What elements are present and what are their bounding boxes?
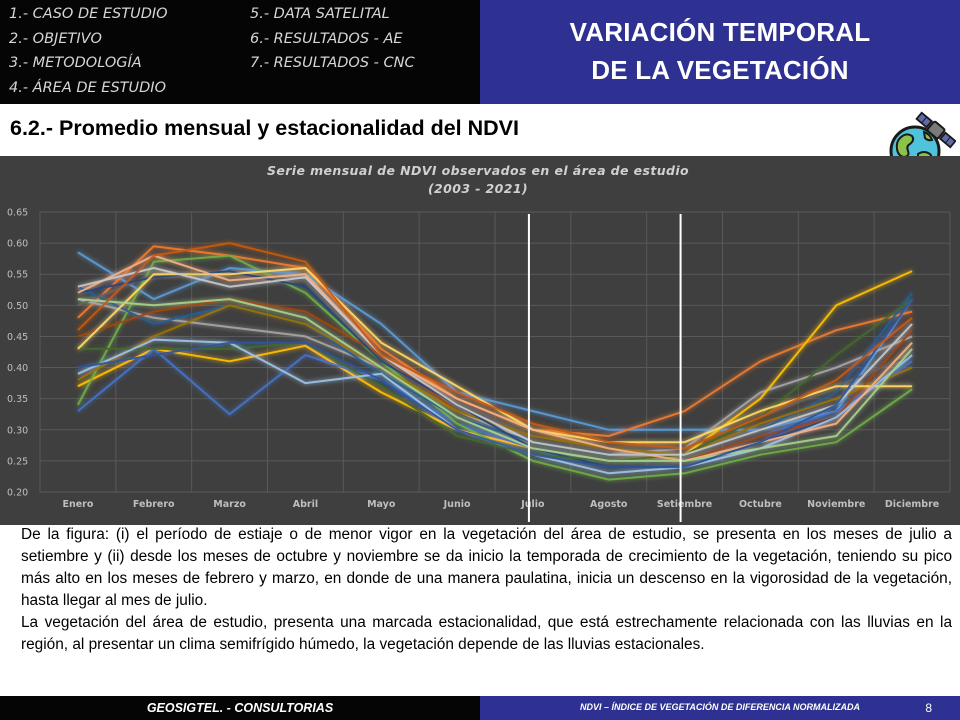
footer-right: NDVI – ÍNDICE DE VEGETACIÓN DE DIFERENCI… (480, 696, 960, 720)
header-title-panel: VARIACIÓN TEMPORAL DE LA VEGETACIÓN (480, 0, 960, 104)
footer-left: GEOSIGTEL. - CONSULTORIAS (0, 696, 480, 720)
x-tick-label: Mayo (367, 499, 396, 510)
footer-company: GEOSIGTEL. - CONSULTORIAS (146, 701, 334, 715)
x-tick-label: Diciembre (885, 499, 939, 510)
y-tick-label: 0.60 (7, 239, 28, 250)
y-tick-label: 0.30 (7, 425, 28, 436)
y-tick-label: 0.55 (7, 270, 28, 281)
series-line (77, 285, 913, 456)
ndvi-chart: Serie mensual de NDVI observados en el á… (0, 156, 960, 525)
series-line (77, 298, 913, 462)
period-markers (527, 214, 682, 522)
x-tick-label: Abril (293, 499, 318, 510)
y-tick-label: 0.20 (7, 488, 28, 499)
header-navigation: 1.- CASO DE ESTUDIO 2.- OBJETIVO 3.- MET… (0, 0, 480, 104)
chart-series (77, 242, 913, 481)
nav-item-metodologia[interactable]: 3.- METODOLOGÍA (9, 55, 142, 71)
nav-item-area-de-estudio[interactable]: 4.- ÁREA DE ESTUDIO (9, 80, 166, 96)
nav-item-caso-de-estudio[interactable]: 1.- CASO DE ESTUDIO (9, 6, 168, 22)
x-axis-ticks: Enero Febrero Marzo Abril Mayo Junio Julio Agos… (62, 499, 939, 510)
x-tick-label: Marzo (213, 499, 246, 510)
series-line (77, 242, 913, 450)
series-line (77, 267, 913, 456)
description-text: De la figura: (i) el período de estiaje … (21, 524, 952, 656)
x-tick-label: Febrero (133, 499, 175, 510)
y-tick-label: 0.25 (7, 456, 28, 467)
nav-item-resultados-cnc[interactable]: 7.- RESULTADOS - CNC (250, 55, 415, 71)
x-tick-label: Agosto (590, 499, 628, 510)
y-tick-label: 0.65 (7, 208, 28, 219)
x-tick-label: Octubre (739, 499, 782, 510)
series-line (77, 270, 913, 462)
page-title-line-2: DE LA VEGETACIÓN (591, 55, 849, 85)
page-title-line-1: VARIACIÓN TEMPORAL (569, 17, 871, 47)
description-paragraph-1: De la figura: (i) el período de estiaje … (21, 526, 952, 609)
description-paragraph-2: La vegetación del área de estudio, prese… (21, 614, 952, 653)
x-tick-label: Noviembre (807, 499, 865, 510)
series-line (77, 254, 913, 462)
chart-title: Serie mensual de NDVI observados en el á… (267, 163, 689, 178)
x-tick-label: Enero (62, 499, 93, 510)
x-tick-label: Setiembre (657, 499, 712, 510)
nav-item-objetivo[interactable]: 2.- OBJETIVO (9, 31, 102, 47)
y-axis-ticks: 0.65 0.60 0.55 0.50 0.45 0.40 0.35 0.30 0.25 0.20 (7, 208, 28, 499)
chart-subtitle: (2003 - 2021) (428, 181, 528, 196)
y-tick-label: 0.35 (7, 394, 28, 405)
footer-note: NDVI – ÍNDICE DE VEGETACIÓN DE DIFERENCI… (579, 702, 860, 712)
nav-item-resultados-ae[interactable]: 6.- RESULTADOS - AE (250, 31, 403, 47)
ndvi-line-chart: Serie mensual de NDVI observados en el á… (7, 163, 951, 522)
y-tick-label: 0.50 (7, 301, 28, 312)
y-tick-label: 0.40 (7, 363, 28, 374)
section-title: 6.2.- Promedio mensual y estacionalidad … (10, 116, 519, 140)
page-number: 8 (925, 701, 932, 715)
series-line (77, 347, 913, 462)
x-tick-label: Junio (443, 499, 471, 510)
x-tick-label: Julio (520, 499, 545, 510)
series-line (77, 270, 913, 469)
series-line (77, 298, 913, 469)
y-tick-label: 0.45 (7, 332, 28, 343)
nav-item-data-satelital[interactable]: 5.- DATA SATELITAL (250, 6, 390, 22)
